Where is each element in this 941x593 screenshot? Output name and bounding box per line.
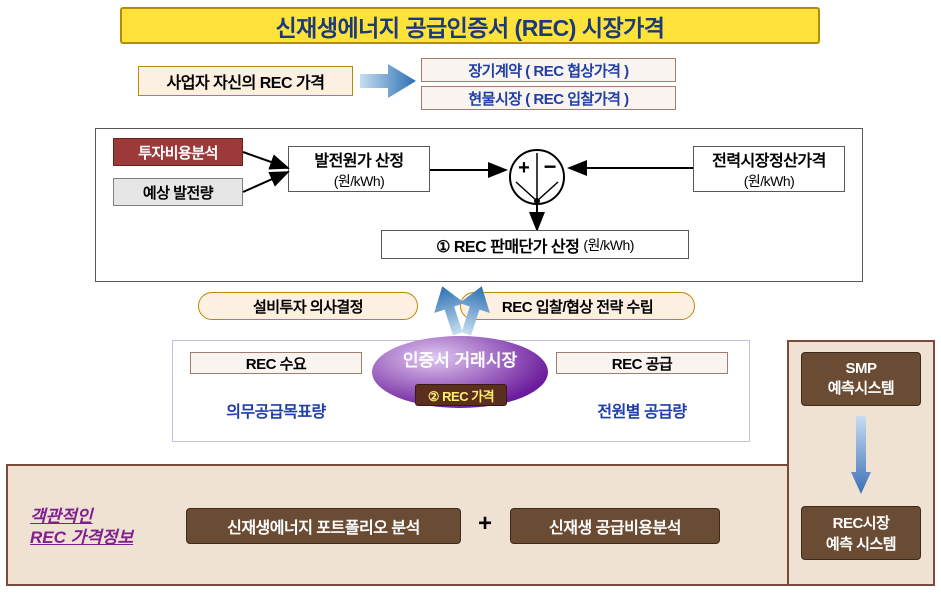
title-text: 신재생에너지 공급인증서 (REC) 시장가격 [276, 9, 665, 43]
smp-forecast-box: SMP예측시스템 [801, 352, 921, 406]
gen-cost-unit: (원/kWh) [334, 171, 385, 191]
objective-price-info-label: 객관적인 REC 가격정보 [30, 506, 133, 549]
own-price-box: 사업자 자신의 REC 가격 [138, 66, 353, 96]
own-price-text: 사업자 자신의 REC 가격 [167, 69, 325, 93]
rec-sale-text: ① REC 판매단가 산정 [436, 233, 579, 257]
smp-line2: 예측시스템 [828, 377, 895, 398]
rec-supply-box: REC 공급 [556, 352, 728, 374]
rec-price-text: ② REC 가격 [428, 386, 494, 405]
spot-text: 현물시장 ( REC 입찰가격 ) [468, 88, 628, 109]
smp-line1: SMP [845, 360, 876, 377]
arrow-to-contracts-icon [360, 64, 416, 98]
supply-cost-text: 신재생 공급비용분석 [549, 514, 681, 538]
decision-text: 설비투자 의사결정 [253, 296, 363, 317]
rec-sale-price-box: ① REC 판매단가 산정 (원/kWh) [381, 230, 689, 259]
spot-market-box: 현물시장 ( REC 입찰가격 ) [421, 86, 676, 110]
expected-gen-text: 예상 발전량 [143, 182, 213, 203]
investment-cost-box: 투자비용분석 [113, 138, 243, 166]
rec-demand-text: REC 수요 [246, 353, 306, 374]
generation-cost-box: 발전원가 산정(원/kWh) [288, 146, 430, 192]
objective-line1: 객관적인 [30, 507, 93, 526]
smp-down-arrow-icon [851, 416, 871, 494]
title-banner: 신재생에너지 공급인증서 (REC) 시장가격 [120, 7, 820, 44]
certificate-market-title: 인증서 거래시장 [403, 346, 517, 371]
investment-cost-text: 투자비용분석 [138, 142, 218, 163]
rec-sale-unit: (원/kWh) [583, 235, 634, 255]
plus-label: + [478, 510, 492, 538]
rec-mkt-line2: 예측 시스템 [826, 533, 896, 554]
expected-generation-box: 예상 발전량 [113, 178, 243, 206]
long-term-text: 장기계약 ( REC 협상가격 ) [468, 60, 628, 81]
supply-by-source-box: 전원별 공급량 [556, 398, 728, 422]
mandatory-supply-box: 의무공급목표량 [190, 398, 362, 422]
portfolio-analysis-box: 신재생에너지 포트폴리오 분석 [186, 508, 461, 544]
strategy-text: REC 입찰/협상 전략 수립 [502, 296, 653, 317]
supply-by-source-text: 전원별 공급량 [597, 398, 686, 422]
mandatory-text: 의무공급목표량 [226, 398, 326, 422]
market-price-title: 전력시장정산가격 [712, 147, 826, 171]
plus-symbol: + [478, 510, 492, 537]
investment-decision-box: 설비투자 의사결정 [198, 292, 418, 320]
portfolio-text: 신재생에너지 포트폴리오 분석 [227, 514, 420, 538]
objective-line2: REC 가격정보 [30, 528, 133, 547]
rec-mkt-line1: REC시장 [833, 512, 890, 533]
bottom-region [6, 464, 935, 586]
up-arrows-icon [422, 280, 502, 340]
supply-cost-analysis-box: 신재생 공급비용분석 [510, 508, 720, 544]
rec-price-box: ② REC 가격 [415, 384, 507, 406]
market-price-unit: (원/kWh) [744, 171, 795, 191]
rec-supply-text: REC 공급 [612, 353, 672, 374]
long-term-box: 장기계약 ( REC 협상가격 ) [421, 58, 676, 82]
rec-market-forecast-box: REC시장예측 시스템 [801, 506, 921, 560]
market-settlement-price-box: 전력시장정산가격(원/kWh) [693, 146, 845, 192]
gen-cost-title: 발전원가 산정 [314, 147, 403, 171]
rec-demand-box: REC 수요 [190, 352, 362, 374]
